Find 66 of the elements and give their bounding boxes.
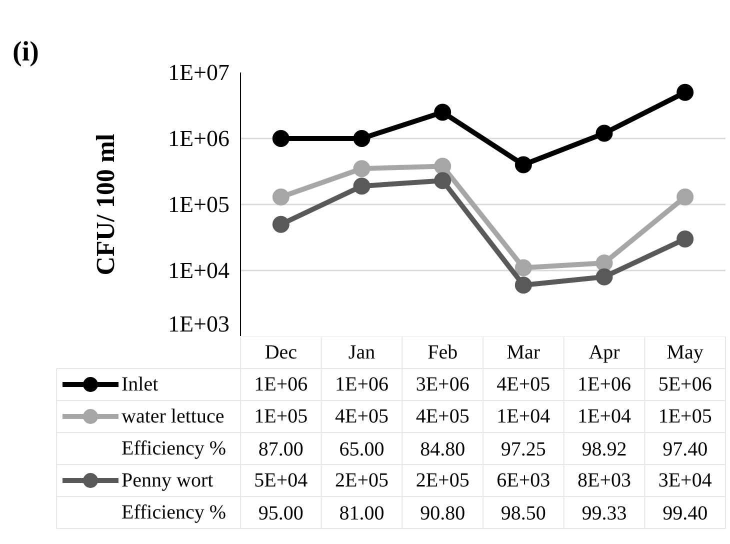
legend-label: Inlet: [122, 374, 159, 396]
point: [272, 188, 290, 206]
data-label: 1E+05: [658, 406, 712, 428]
text: 97.25: [500, 438, 546, 460]
text: 99.33: [582, 502, 627, 524]
point: [353, 130, 370, 147]
legend-label: Penny wort: [122, 470, 214, 492]
point: [353, 160, 370, 178]
data-label: 8E+03: [578, 470, 631, 492]
data-label: 2E+05: [416, 470, 470, 492]
point: [353, 178, 370, 195]
data-label: 1E+06: [254, 374, 308, 396]
y-tick-label: 1E+05: [168, 192, 230, 217]
point: [272, 130, 290, 147]
point: [596, 124, 613, 142]
text: 99.40: [662, 502, 708, 524]
data-label: 5E+06: [658, 374, 712, 396]
data-label: 6E+03: [496, 470, 550, 492]
x-tick-label: Mar: [506, 342, 540, 364]
text: 81.00: [339, 502, 384, 524]
data-label: 1E+04: [496, 406, 550, 428]
point: [434, 172, 452, 190]
text: 98.50: [500, 502, 546, 524]
data-label: 4E+05: [416, 406, 470, 428]
text: 97.40: [662, 438, 708, 460]
data-label: 3E+06: [416, 374, 470, 396]
point: [676, 84, 694, 101]
data-label: 2E+05: [335, 470, 388, 492]
x-tick-label: May: [666, 342, 704, 364]
text: 84.80: [420, 438, 466, 460]
data-label: 1E+06: [578, 374, 631, 396]
point: [514, 259, 532, 276]
data-label: 3E+04: [658, 470, 712, 492]
point: [434, 104, 452, 121]
y-tick-label: 1E+06: [168, 126, 230, 151]
y-tick-label: 1E+04: [168, 258, 230, 283]
text: Efficiency %: [122, 438, 226, 460]
point: [514, 276, 532, 294]
text: 95.00: [258, 502, 304, 524]
text: 65.00: [339, 438, 384, 460]
y-axis-title: CFU/ 100 ml: [90, 134, 120, 276]
point: [272, 216, 290, 233]
text: Efficiency %: [122, 502, 226, 524]
x-tick-label: Apr: [588, 342, 620, 364]
point: [676, 188, 694, 206]
x-tick-label: Dec: [264, 342, 298, 364]
text: 87.00: [258, 438, 304, 460]
y-tick-label: 1E+03: [168, 312, 230, 336]
data-label: 4E+05: [496, 374, 550, 396]
chart-title: (i): [12, 36, 39, 68]
y-tick-label: 1E+07: [168, 60, 230, 85]
x-tick-label: Jan: [348, 342, 376, 364]
text: 90.80: [420, 502, 466, 524]
legend-label: water lettuce: [122, 406, 224, 428]
point: [596, 254, 613, 272]
data-label: 4E+05: [335, 406, 388, 428]
point: [514, 156, 532, 174]
point: [434, 158, 452, 175]
x-tick-label: Feb: [428, 342, 458, 364]
text: 98.92: [582, 438, 627, 460]
point: [676, 230, 694, 248]
data-label: 1E+04: [578, 406, 631, 428]
data-label: 1E+06: [335, 374, 388, 396]
data-label: 5E+04: [254, 470, 308, 492]
point: [596, 268, 613, 286]
data-label: 1E+05: [254, 406, 308, 428]
